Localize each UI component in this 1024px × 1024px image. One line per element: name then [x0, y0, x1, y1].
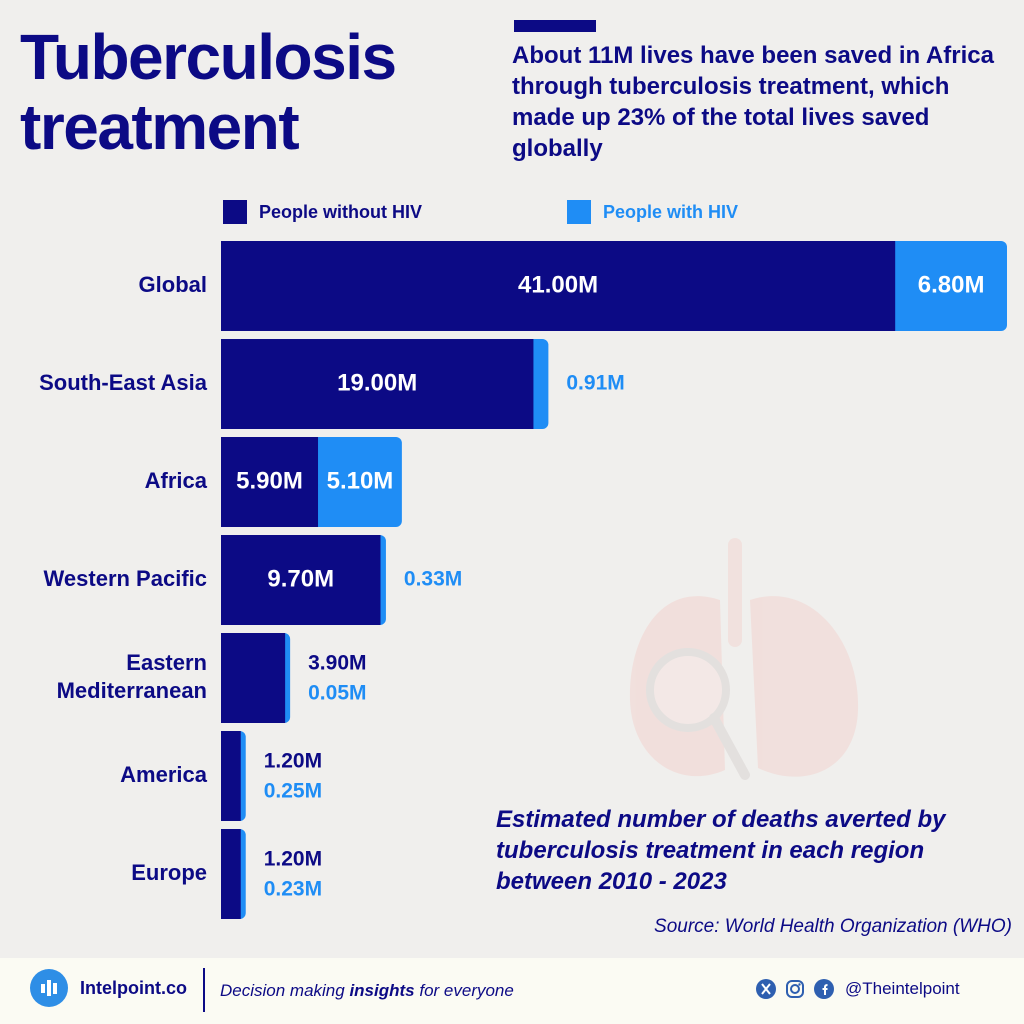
value-label-without-hiv: 3.90M [308, 652, 366, 675]
legend-label-with-hiv: People with HIV [603, 201, 739, 222]
legend-swatch-without-hiv [223, 200, 247, 224]
bars-group: Global 41.00M 6.80M South-East Asia 19.00M 0.… [39, 241, 1007, 919]
page-title: Tuberculosis treatment [20, 21, 397, 163]
tagline-post: for everyone [414, 981, 514, 1000]
category-label: Mediterranean [57, 678, 207, 703]
value-label-with-hiv: 0.91M [566, 372, 624, 395]
value-label-without-hiv: 9.70M [267, 565, 334, 592]
bar-without-hiv [221, 241, 896, 331]
bar-without-hiv [221, 535, 381, 625]
bar-without-hiv [221, 731, 241, 821]
brand-name[interactable]: Intelpoint.co [80, 978, 187, 998]
tagline: Decision making insights for everyone [220, 981, 514, 1001]
footer-divider [203, 968, 205, 1012]
value-label-with-hiv: 0.33M [404, 568, 462, 591]
value-label-without-hiv: 41.00M [518, 271, 598, 298]
x-icon[interactable] [756, 979, 776, 999]
legend-item-without-hiv: People without HIV [223, 200, 422, 224]
legend-label-without-hiv: People without HIV [259, 201, 423, 222]
category-label: South-East Asia [39, 370, 208, 395]
brand-logo[interactable] [30, 969, 68, 1007]
bar-without-hiv [221, 339, 534, 429]
category-label: Eastern [126, 650, 207, 675]
category-label: Europe [131, 860, 207, 885]
value-label-with-hiv: 6.80M [918, 271, 985, 298]
source-text: Source: World Health Organization (WHO) [654, 916, 1012, 937]
tagline-bold: insights [349, 981, 415, 1000]
bar-without-hiv [221, 829, 241, 919]
instagram-icon[interactable] [785, 979, 805, 999]
chart-caption: Estimated number of deaths averted by tu… [496, 806, 946, 895]
category-label: America [120, 762, 208, 787]
footer: Intelpoint.co Decision making insights f… [0, 958, 1024, 1024]
facebook-icon[interactable] [814, 979, 834, 999]
legend-swatch-with-hiv [567, 200, 591, 224]
social-links: @Theintelpoint [756, 979, 960, 999]
tagline-pre: Decision making [220, 981, 350, 1000]
category-label: Western Pacific [44, 566, 207, 591]
social-handle[interactable]: @Theintelpoint [845, 979, 960, 998]
category-label: Africa [145, 468, 208, 493]
value-label-with-hiv: 5.10M [327, 467, 394, 494]
value-label-with-hiv: 0.25M [264, 780, 322, 803]
value-label-without-hiv: 19.00M [337, 369, 417, 396]
accent-bar [514, 20, 596, 32]
value-label-without-hiv: 1.20M [264, 750, 322, 773]
bar-without-hiv [221, 633, 286, 723]
value-label-without-hiv: 1.20M [264, 848, 322, 871]
value-label-with-hiv: 0.23M [264, 878, 322, 901]
bar-without-hiv [221, 437, 319, 527]
value-label-with-hiv: 0.05M [308, 682, 366, 705]
legend-item-with-hiv: People with HIV [567, 200, 738, 224]
category-label: Global [139, 272, 207, 297]
lungs-illustration [629, 538, 859, 780]
value-label-without-hiv: 5.90M [236, 467, 303, 494]
subtitle: About 11M lives have been saved in Afric… [512, 42, 994, 162]
